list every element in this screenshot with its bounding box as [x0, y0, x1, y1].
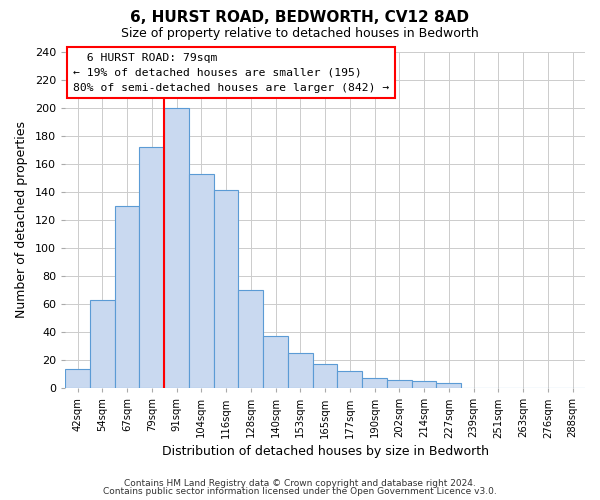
X-axis label: Distribution of detached houses by size in Bedworth: Distribution of detached houses by size …: [161, 444, 488, 458]
Bar: [337, 372, 362, 388]
Bar: [65, 368, 90, 388]
Bar: [412, 381, 436, 388]
Bar: [90, 300, 115, 388]
Bar: [313, 364, 337, 388]
Bar: [263, 336, 288, 388]
Bar: [288, 353, 313, 388]
Text: 6, HURST ROAD, BEDWORTH, CV12 8AD: 6, HURST ROAD, BEDWORTH, CV12 8AD: [131, 10, 470, 25]
Bar: [436, 382, 461, 388]
Bar: [164, 108, 189, 388]
Y-axis label: Number of detached properties: Number of detached properties: [15, 122, 28, 318]
Text: Contains HM Land Registry data © Crown copyright and database right 2024.: Contains HM Land Registry data © Crown c…: [124, 478, 476, 488]
Text: 6 HURST ROAD: 79sqm  
← 19% of detached houses are smaller (195)
80% of semi-det: 6 HURST ROAD: 79sqm ← 19% of detached ho…: [73, 53, 389, 93]
Bar: [189, 174, 214, 388]
Bar: [115, 206, 139, 388]
Bar: [362, 378, 387, 388]
Bar: [139, 147, 164, 388]
Bar: [214, 190, 238, 388]
Text: Size of property relative to detached houses in Bedworth: Size of property relative to detached ho…: [121, 28, 479, 40]
Bar: [387, 380, 412, 388]
Bar: [238, 290, 263, 388]
Text: Contains public sector information licensed under the Open Government Licence v3: Contains public sector information licen…: [103, 488, 497, 496]
